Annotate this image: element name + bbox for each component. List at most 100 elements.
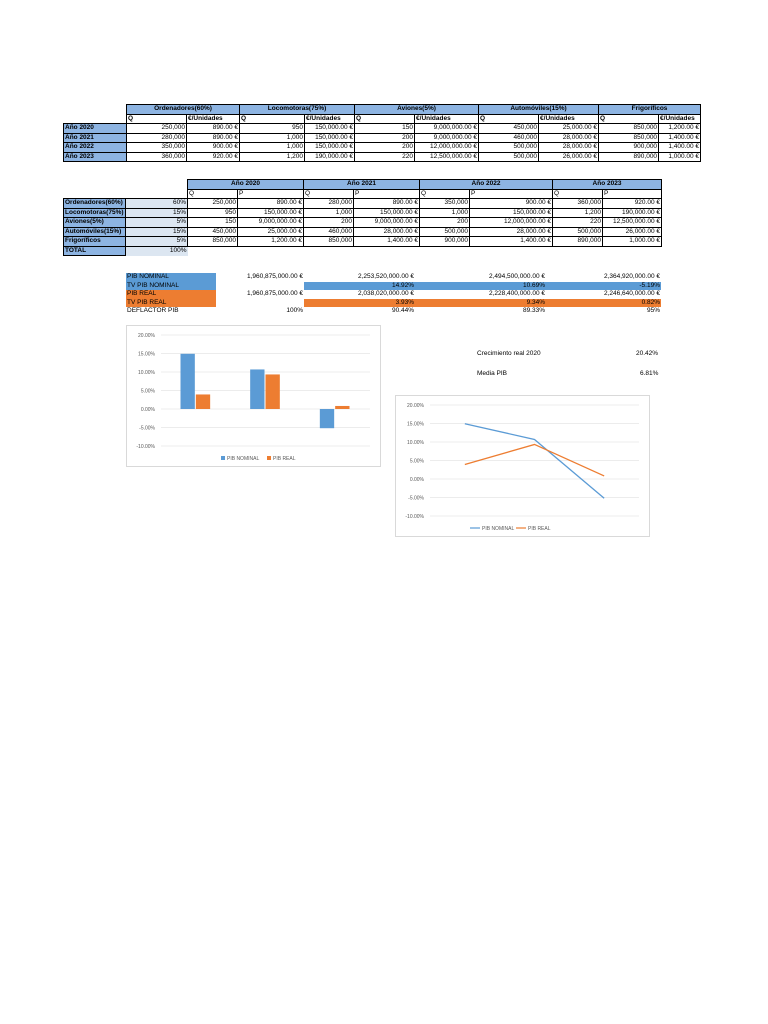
table-cell: 150,000.00 €: [469, 207, 553, 218]
table-cell: 9,000,000.00 €: [414, 132, 480, 143]
table-cell: 890.00 €: [237, 198, 304, 209]
table-cell: 950: [239, 123, 306, 134]
table-cell: 1,400.00 €: [658, 132, 702, 143]
table-cell: 1,400.00 €: [658, 142, 702, 153]
table-cell: 850,000: [303, 236, 354, 247]
table-cell: 28,000.00 €: [469, 226, 553, 237]
summary-value: 14.92%: [304, 281, 415, 290]
table-cell: 350,000: [419, 198, 470, 209]
summary-value: 100%: [286, 307, 303, 315]
table-cell: 12,500,000.00 €: [414, 151, 480, 162]
table-row: Automóviles(15%) 15% 450,000 25,000.00 €460…: [63, 226, 662, 237]
summary-label: TV PIB NOMINAL: [126, 281, 216, 290]
summary-value: [216, 282, 304, 291]
product-header: Frigoríficos: [598, 104, 702, 115]
table-cell: 890.00 €: [185, 123, 241, 134]
table-cell: 150,000.00 €: [304, 123, 356, 134]
table-cell: 28,000.00 €: [538, 132, 600, 143]
bar-chart: 20.00% 15.00% 10.00% 5.00% 0.00% -5.00% -10.00…: [126, 325, 381, 467]
table-cell: 200: [354, 132, 416, 143]
year-header: Año 2022: [419, 179, 553, 190]
table-cell: 1,200.00 €: [658, 123, 702, 134]
table-row: Locomotoras(75%) 15% 950 150,000.00 €1,000 1…: [63, 207, 662, 218]
year-label: Año 2022: [63, 142, 127, 153]
table-cell: 450,000: [478, 123, 540, 134]
summary-value: 9.34%: [415, 298, 546, 307]
product-header: Automóviles(15%): [478, 104, 600, 115]
table-cell: 850,000: [187, 236, 238, 247]
line-chart-svg: 20.00% 15.00% 10.00% 5.00% 0.00% -5.00% -10.00…: [405, 403, 639, 532]
table-cell: 920.00 €: [602, 198, 662, 209]
table-cell: 9,000,000.00 €: [353, 217, 420, 228]
legend-label: PIB REAL: [528, 526, 551, 532]
table-row: Año 2023 360,000 920.00 €1,200 190,000.00 €…: [63, 151, 702, 162]
subheader-p: P: [602, 188, 662, 199]
year-label: Año 2023: [63, 151, 127, 162]
crecimiento-label: Crecimiento real 2020: [477, 350, 541, 357]
media-value: 6.81%: [640, 370, 659, 377]
table-cell: 250,000: [187, 198, 238, 209]
y-tick-label: 20.00%: [138, 333, 156, 339]
table-cell: 12,000,000.00 €: [469, 217, 553, 228]
table-cell: 1,200: [239, 151, 306, 162]
table-cell: 190,000.00 €: [304, 151, 356, 162]
weight-cell: 15%: [125, 226, 188, 237]
table-cell: 950: [187, 207, 238, 218]
table-cell: 1,200.00 €: [237, 236, 304, 247]
table-cell: 250,000: [126, 123, 187, 134]
table-cell: 1,400.00 €: [469, 236, 553, 247]
summary-value: 2,246,640,000.00 €: [603, 290, 660, 298]
table-cell: 850,000: [598, 123, 660, 134]
table-cell: 150,000.00 €: [353, 207, 420, 218]
year-header: Año 2020: [187, 179, 304, 190]
subheader-q: Q: [419, 188, 470, 199]
summary-row: TV PIB NOMINAL 14.92% 10.69% -5.19%: [126, 281, 661, 291]
year-label: Año 2020: [63, 123, 127, 134]
subheader-q: Q: [126, 113, 187, 124]
table-cell: 500,000: [478, 151, 540, 162]
summary-value: 10.69%: [415, 281, 546, 290]
legend-label: PIB NOMINAL: [482, 526, 514, 532]
table-cell: 26,000.00 €: [538, 151, 600, 162]
y-tick-label: 20.00%: [407, 403, 425, 409]
legend-label: PIB REAL: [273, 456, 296, 462]
summary-value: 2,253,520,000.00 €: [357, 273, 414, 281]
table-cell: 450,000: [187, 226, 238, 237]
subheader-p: P: [237, 188, 304, 199]
series-line: [464, 443, 605, 477]
table-cell: 890.00 €: [185, 132, 241, 143]
subheader-q: Q: [478, 113, 540, 124]
product-label: Locomotoras(75%): [63, 207, 126, 218]
summary-value: 90.44%: [391, 307, 414, 315]
table-cell: 900.00 €: [185, 142, 241, 153]
summary-value: 2,364,920,000.00 €: [603, 273, 660, 281]
product-header: Locomotoras(75%): [239, 104, 356, 115]
table-cell: 360,000: [552, 198, 603, 209]
total-label: TOTAL: [63, 245, 126, 256]
summary-label: PIB REAL: [126, 290, 216, 299]
table-cell: 460,000: [303, 226, 354, 237]
product-label: Frigoríficos: [63, 236, 126, 247]
table-cell: 150: [354, 123, 416, 134]
legend-swatch: [221, 456, 225, 460]
summary-value: 0.82%: [546, 298, 661, 307]
table-cell: 900,000: [598, 142, 660, 153]
legend-label: PIB NOMINAL: [227, 456, 259, 462]
table-cell: 280,000: [126, 132, 187, 143]
table-cell: 890,000: [552, 236, 603, 247]
subheader-price: €/Unidades: [414, 113, 480, 124]
summary-row: PIB NOMINAL 1,960,875,000.00 € 2,253,520,0…: [126, 273, 661, 282]
product-label: Ordenadores(60%): [63, 198, 126, 209]
bar: [180, 353, 195, 409]
summary-value: [216, 299, 304, 308]
summary-row: PIB REAL 1,960,875,000.00 € 2,038,020,000.…: [126, 290, 661, 299]
summary-value: 1,960,875,000.00 €: [246, 290, 303, 298]
subheader-q: Q: [303, 188, 354, 199]
subheader-price: €/Unidades: [185, 113, 241, 124]
subheader-q: Q: [552, 188, 603, 199]
table-cell: 25,000.00 €: [237, 226, 304, 237]
summary-row: DEFLACTOR PIB 100% 90.44% 89.33% 95%: [126, 307, 661, 316]
table-row: Ordenadores(60%) 60% 250,000 890.00 €280,00…: [63, 198, 662, 209]
crecimiento-value: 20.42%: [636, 350, 659, 357]
table-cell: 500,000: [552, 226, 603, 237]
